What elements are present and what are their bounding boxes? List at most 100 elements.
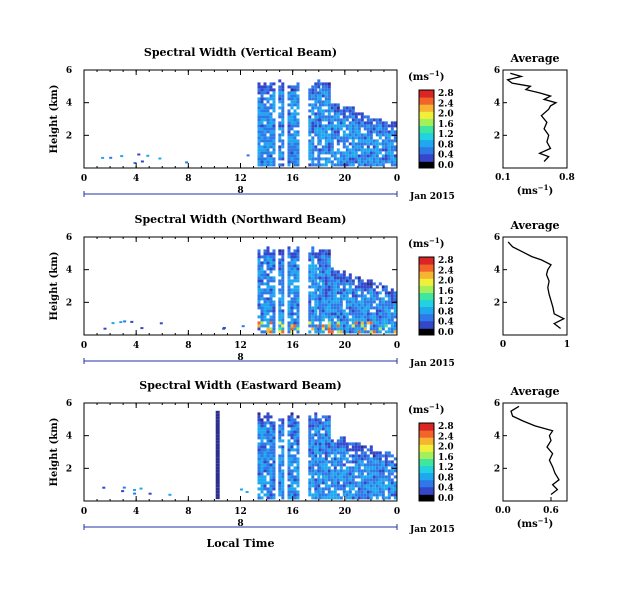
heatmap-cell [281,106,285,110]
heatmap-cell [330,148,334,152]
heatmap-cell [269,82,273,86]
heatmap-cell [372,460,376,464]
heatmap-cell [366,309,370,313]
stripe-cell [215,493,220,497]
heatmap-cell [296,472,300,476]
heatmap-cell [318,421,322,425]
heatmap-cell [260,85,264,89]
heatmap-cell [375,318,379,322]
heatmap-cell [308,303,312,307]
colorbar-segment [419,313,434,322]
heatmap-cell [363,318,367,322]
heatmap-cell [378,309,382,313]
heatmap-cell [290,421,294,425]
heatmap-cell [324,433,328,437]
heatmap-cell [296,303,300,307]
heatmap-cell [296,324,300,328]
heatmap-cell [381,127,385,131]
heatmap-cell [339,312,343,316]
heatmap-cell [281,282,285,286]
heatmap-cell [263,282,267,286]
heatmap-cell [324,466,328,470]
colorbar-segment [419,146,434,155]
heatmap-cell [257,448,261,452]
heatmap-cell [296,151,300,155]
heatmap-cell [281,291,285,295]
heatmap-cell [357,142,361,146]
heatmap-cell [296,451,300,455]
heatmap-cell [296,439,300,443]
heatmap-cell [287,127,291,131]
heatmap-cell [314,91,318,95]
heatmap-cell [351,145,355,149]
heatmap-cell [281,478,285,482]
colorbar-segment [419,444,434,452]
heatmap-cell [357,163,361,167]
heatmap-cell [330,451,334,455]
heatmap-cell [269,154,273,158]
stripe-cell [215,463,220,467]
heatmap-cell [272,288,276,292]
stripe-cell [215,466,220,470]
heatmap-cell [296,139,300,143]
heatmap-cell [321,427,325,431]
heatmap-cell [384,291,388,295]
heatmap-cell [272,109,276,113]
heatmap-cell [296,496,300,500]
heatmap-cell [336,451,340,455]
heatmap-cell [308,124,312,128]
heatmap-cell [287,496,291,500]
heatmap-cell [311,261,315,265]
heatmap-cell [266,439,270,443]
colorbar-tick-label: 0.0 [438,161,454,171]
heatmap-cell [311,258,315,262]
heatmap-cell [318,97,322,101]
heatmap-cell [345,106,349,110]
heatmap-cell [366,160,370,164]
heatmap-cell [384,469,388,473]
heatmap-cell [378,487,382,491]
heatmap-cell [308,267,312,271]
heatmap-cell [378,475,382,479]
heatmap-cell [311,142,315,146]
heatmap-cell [296,300,300,304]
heatmap-cell [369,303,373,307]
scatter-point [158,157,162,160]
heatmap-cell [278,288,282,292]
heatmap-cell [330,267,334,271]
heatmap-cell [293,430,297,434]
heatmap-cell [324,252,328,256]
heatmap-cell [354,324,358,328]
heatmap-cell [351,282,355,286]
heatmap-cell [339,478,343,482]
heatmap-cell [360,279,364,283]
heatmap-cell [321,439,325,443]
heatmap-cell [314,427,318,431]
day-marker: 8 [237,353,243,363]
heatmap-cell [260,136,264,140]
heatmap-cell [290,282,294,286]
heatmap-cell [393,321,397,325]
heatmap-cell [333,442,337,446]
heatmap-cell [321,151,325,155]
heatmap-cell [324,151,328,155]
heatmap-cell [318,309,322,313]
heatmap-cell [354,321,358,325]
heatmap-cell [342,273,346,277]
heatmap-cell [375,321,379,325]
heatmap-cell [324,484,328,488]
heatmap-cell [360,493,364,497]
heatmap-cell [318,433,322,437]
heatmap-cell [360,118,364,122]
stripe-cell [215,487,220,491]
heatmap-cell [372,294,376,298]
heatmap-cell [257,279,261,283]
heatmap-cell [257,436,261,440]
heatmap-cell [311,157,315,161]
heatmap-cell [311,118,315,122]
heatmap-cell [324,418,328,422]
heatmap-cell [327,415,331,419]
heatmap-cell [336,270,340,274]
heatmap-cell [372,478,376,482]
